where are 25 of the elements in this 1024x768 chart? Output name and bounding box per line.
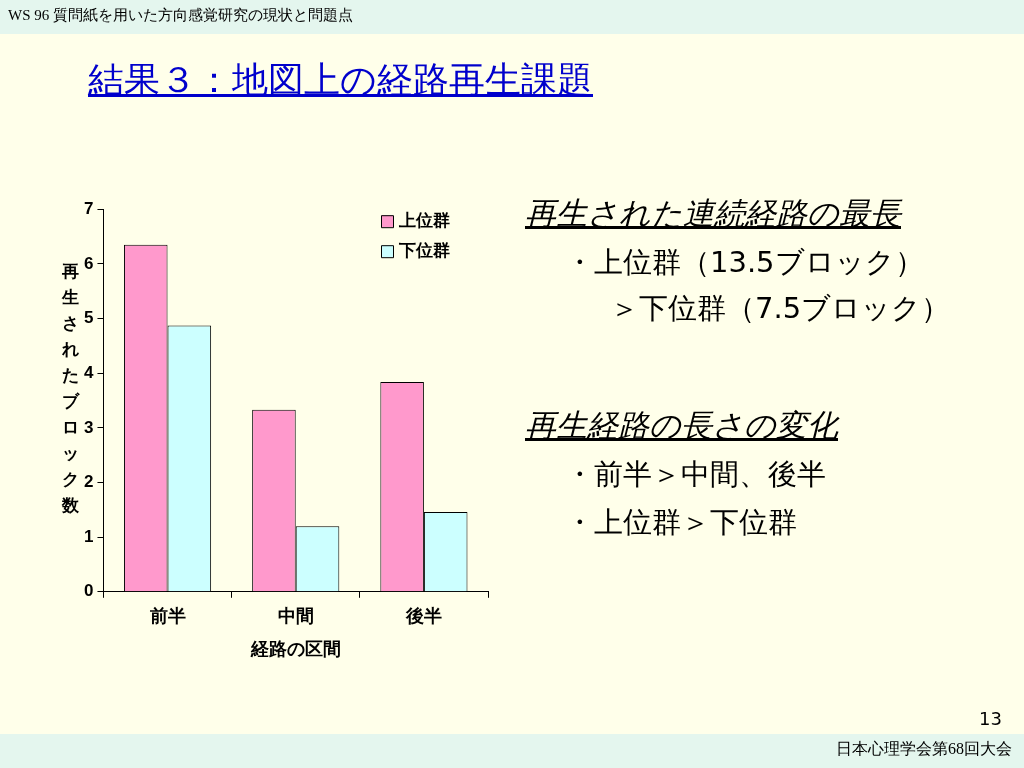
text: ・上位群＞下位群 [565,504,797,541]
text: 再生経路の長さの変化 [525,406,838,445]
x-axis-title: 経路の区間 [249,639,341,660]
text: ・前半＞中間、後半 [565,456,826,493]
y-tick-label: 2 [83,472,94,492]
y-tick-label: 1 [83,526,94,546]
y-tick-label: 6 [83,253,94,273]
x-tick-label: 前半 [148,605,186,626]
text: ・上位群（13.5ブロック） [565,244,924,281]
text: ＞下位群（7.5ブロック） [610,290,951,327]
legend-label: 上位群 [398,209,450,230]
legend-label: 下位群 [398,239,450,260]
y-tick-label: 5 [83,308,94,328]
text: 再生されたブロック数 [61,261,79,515]
y-tick-label: 0 [83,581,94,601]
y-tick-label: 4 [83,362,94,382]
y-tick-label: 3 [83,417,94,437]
chart-title: 結果３：地図上の経路再生課題 [88,58,593,102]
x-tick-label: 後半 [404,605,442,626]
text: WS 96 質問紙を用いた方向感覚研究の現状と問題点 [8,6,353,25]
x-tick-label: 中間 [277,605,314,626]
text: 日本心理学会第68回大会 [836,739,1012,759]
text: 再生された連続経路の最長 [525,194,901,233]
y-tick-label: 7 [83,198,94,218]
text: 13 [979,708,1002,729]
